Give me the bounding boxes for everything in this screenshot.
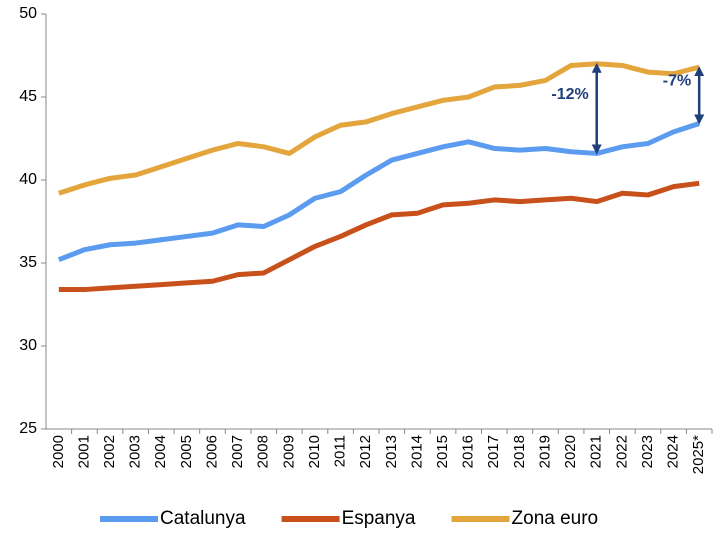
x-tick-label: 2001 xyxy=(75,435,92,468)
x-tick-label: 2018 xyxy=(511,435,528,468)
x-tick-label: 2009 xyxy=(280,435,297,468)
series-line xyxy=(57,121,700,263)
x-tick-label: 2025* xyxy=(690,435,707,474)
x-tick-label: 2012 xyxy=(357,435,374,468)
annotation: -7% xyxy=(663,73,691,90)
x-tick-label: 2021 xyxy=(588,435,605,468)
y-tick-label: 40 xyxy=(19,171,37,188)
series-line xyxy=(58,180,700,293)
y-tick-label: 45 xyxy=(19,88,37,105)
y-tick-label: 25 xyxy=(19,420,37,437)
x-tick-label: 2008 xyxy=(255,435,272,468)
legend-label: Catalunya xyxy=(160,508,246,529)
x-tick-label: 2016 xyxy=(460,435,477,468)
y-tick-label: 30 xyxy=(19,337,37,354)
y-tick-label: 50 xyxy=(19,5,37,22)
x-tick-label: 2010 xyxy=(306,435,323,468)
x-tick-label: 2014 xyxy=(408,435,425,468)
x-tick-label: 2023 xyxy=(639,435,656,468)
x-tick-label: 2019 xyxy=(536,435,553,468)
series-line xyxy=(58,61,700,196)
x-tick-label: 2022 xyxy=(613,435,630,468)
legend-label: Zona euro xyxy=(512,508,599,529)
x-tick-label: 2004 xyxy=(152,435,169,468)
legend-label: Espanya xyxy=(342,508,416,529)
x-tick-label: 2011 xyxy=(332,435,349,467)
x-tick-label: 2015 xyxy=(434,435,451,468)
x-tick-label: 2006 xyxy=(203,435,220,468)
y-tick-label: 35 xyxy=(19,254,37,271)
annotation: -12% xyxy=(551,86,588,103)
x-tick-label: 2007 xyxy=(229,435,246,468)
x-tick-label: 2003 xyxy=(127,435,144,468)
x-tick-label: 2013 xyxy=(383,435,400,468)
x-tick-label: 2024 xyxy=(665,435,682,468)
x-tick-label: 2017 xyxy=(485,435,502,468)
x-tick-label: 2000 xyxy=(50,435,67,468)
x-tick-label: 2005 xyxy=(178,435,195,468)
x-tick-label: 2020 xyxy=(562,435,579,468)
x-tick-label: 2002 xyxy=(101,435,118,468)
